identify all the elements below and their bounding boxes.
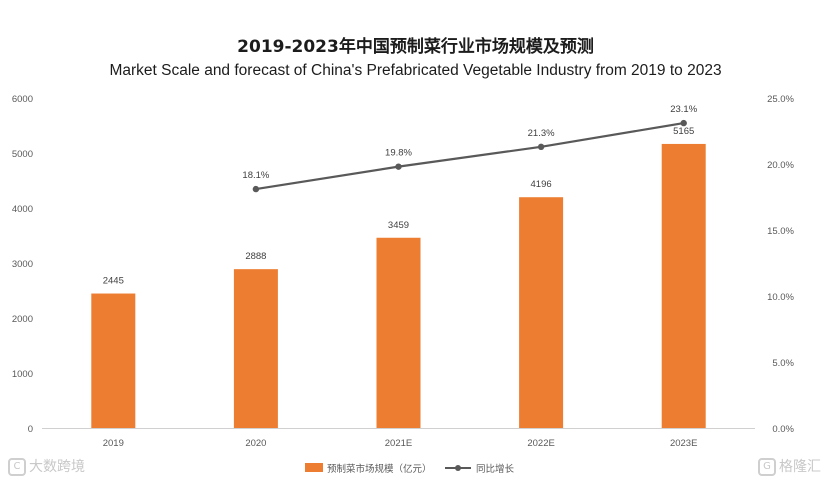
y2-tick-label: 20.0% [767, 160, 794, 171]
bar-data-label: 5165 [673, 126, 694, 137]
chart-subtitle: Market Scale and forecast of China's Pre… [109, 62, 722, 79]
legend-bar-label: 预制菜市场规模（亿元） [327, 463, 432, 475]
x-tick-label: 2020 [245, 438, 266, 449]
growth-point [395, 163, 402, 170]
legend-line-label: 同比增长 [476, 463, 515, 475]
y-tick-label: 4000 [12, 204, 33, 215]
growth-data-label: 23.1% [670, 104, 697, 115]
y-tick-label: 3000 [12, 259, 33, 270]
growth-line [255, 121, 684, 191]
bar-data-label: 4196 [531, 179, 552, 190]
x-tick-label: 2023E [670, 438, 697, 449]
watermark-left: C 大数跨境 [8, 456, 85, 476]
bar [91, 293, 136, 428]
y2-tick-label: 25.0% [767, 94, 794, 105]
y-tick-label: 0 [28, 424, 33, 435]
bar-data-label: 2445 [103, 276, 124, 287]
growth-data-label: 18.1% [242, 170, 269, 181]
y2-tick-label: 0.0% [772, 424, 794, 435]
y-tick-label: 5000 [12, 149, 33, 160]
growth-point [537, 143, 545, 151]
legend-bar-swatch [305, 463, 323, 472]
x-tick-label: 2021E [385, 438, 412, 449]
bar [376, 237, 421, 428]
x-tick-label: 2019 [103, 438, 124, 449]
watermark-right-text: 格隆汇 [779, 459, 821, 475]
y2-tick-label: 10.0% [767, 292, 794, 303]
bar [661, 143, 706, 429]
y-tick-label: 6000 [12, 94, 33, 105]
bar [519, 197, 564, 428]
watermark-logo-icon: C [8, 458, 26, 476]
growth-point [252, 185, 260, 193]
watermark-right: G 格隆汇 [758, 456, 821, 476]
growth-data-label: 21.3% [528, 128, 555, 139]
legend-line-marker [455, 465, 461, 471]
y2-tick-label: 15.0% [767, 226, 794, 237]
bar-data-label: 3459 [388, 220, 409, 231]
watermark-logo-icon: G [758, 458, 776, 476]
y-tick-label: 1000 [12, 369, 33, 380]
y-tick-label: 2000 [12, 314, 33, 325]
growth-data-label: 19.8% [385, 148, 412, 159]
x-tick-label: 2022E [527, 438, 554, 449]
chart-title: 2019-2023年中国预制菜行业市场规模及预测 [237, 37, 594, 57]
watermark-left-text: 大数跨境 [29, 459, 85, 475]
bar-data-label: 2888 [245, 251, 266, 262]
growth-point [680, 119, 687, 127]
y2-tick-label: 5.0% [772, 358, 794, 369]
bar [233, 269, 278, 428]
